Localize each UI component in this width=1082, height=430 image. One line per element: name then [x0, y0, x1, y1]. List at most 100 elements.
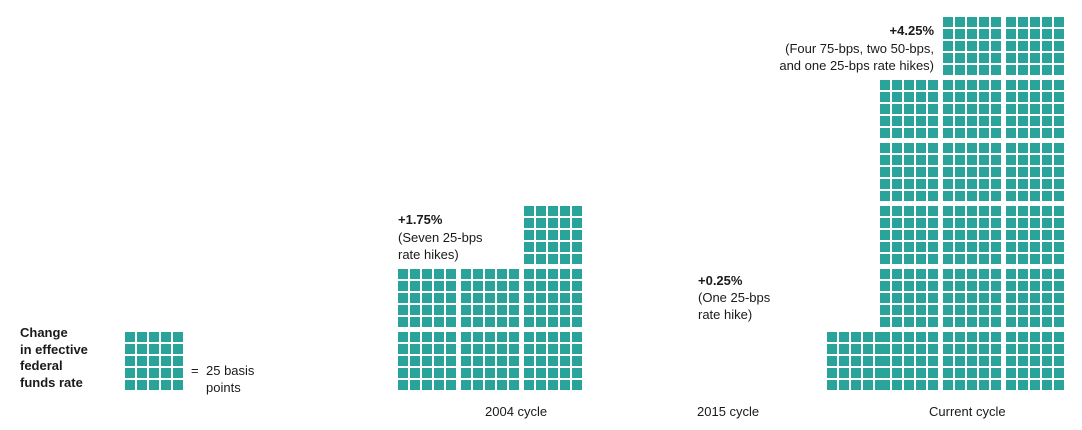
waffle-cell — [560, 230, 570, 240]
waffle-cell — [880, 380, 890, 390]
waffle-cell — [1018, 380, 1028, 390]
waffle-cell — [943, 368, 953, 378]
waffle-cell — [979, 92, 989, 102]
waffle-cell — [1042, 269, 1052, 279]
waffle-cell — [485, 293, 495, 303]
waffle-cell — [943, 305, 953, 315]
waffle-cell — [1030, 29, 1040, 39]
waffle-cell — [892, 380, 902, 390]
waffle-cell — [149, 380, 159, 390]
waffle-cell — [1018, 116, 1028, 126]
waffle-cell — [863, 344, 873, 354]
waffle-cell — [827, 344, 837, 354]
waffle-cell — [967, 143, 977, 153]
waffle-cell — [1030, 368, 1040, 378]
waffle-cell — [904, 242, 914, 252]
waffle-cell — [1018, 317, 1028, 327]
waffle-cell — [880, 80, 890, 90]
waffle-cell — [904, 254, 914, 264]
waffle-cell — [904, 218, 914, 228]
waffle-cell — [1054, 41, 1064, 51]
waffle-cell — [398, 332, 408, 342]
waffle-cell — [422, 368, 432, 378]
waffle-cell — [892, 155, 902, 165]
waffle-cell — [446, 356, 456, 366]
waffle-cell — [1042, 65, 1052, 75]
waffle-cell — [548, 206, 558, 216]
waffle-cell — [827, 356, 837, 366]
waffle-cell — [536, 269, 546, 279]
waffle-cell — [928, 191, 938, 201]
waffle-cell — [1042, 254, 1052, 264]
waffle-cell — [916, 293, 926, 303]
waffle-cell — [955, 269, 965, 279]
waffle-cell — [548, 230, 558, 240]
waffle-cell — [967, 380, 977, 390]
waffle-cell — [928, 281, 938, 291]
waffle-cell — [916, 206, 926, 216]
waffle-cell — [161, 332, 171, 342]
waffle-cell — [548, 344, 558, 354]
note-line-2015: rate hike) — [698, 307, 753, 322]
waffle-cell — [943, 332, 953, 342]
waffle-cell — [955, 218, 965, 228]
waffle-cell — [1018, 167, 1028, 177]
waffle-cell — [991, 206, 1001, 216]
waffle-cell — [446, 293, 456, 303]
waffle-cell — [1006, 254, 1016, 264]
waffle-cell — [1030, 104, 1040, 114]
waffle-cell — [536, 293, 546, 303]
waffle-cell — [892, 230, 902, 240]
waffle-cell — [928, 242, 938, 252]
waffle-cell — [461, 281, 471, 291]
waffle-cell — [863, 332, 873, 342]
waffle-cell — [149, 344, 159, 354]
waffle-cell — [1042, 17, 1052, 27]
waffle-cell — [1006, 230, 1016, 240]
legend-value-line: 25 basis — [206, 363, 255, 378]
waffle-cell — [173, 380, 183, 390]
waffle-cell — [149, 356, 159, 366]
waffle-cell — [524, 356, 534, 366]
waffle-cell — [979, 41, 989, 51]
waffle-cell — [904, 344, 914, 354]
waffle-cell — [943, 128, 953, 138]
waffle-cell — [548, 317, 558, 327]
waffle-cell — [422, 281, 432, 291]
waffle-cell — [422, 269, 432, 279]
waffle-cell — [979, 356, 989, 366]
waffle-cell — [955, 317, 965, 327]
waffle-cell — [943, 179, 953, 189]
waffle-cell — [1042, 92, 1052, 102]
waffle-cell — [524, 380, 534, 390]
waffle-cell — [943, 281, 953, 291]
legend-title-line: federal — [20, 358, 63, 373]
waffle-cell — [991, 167, 1001, 177]
waffle-cell — [928, 344, 938, 354]
waffle-cell — [1018, 41, 1028, 51]
waffle-cell — [916, 167, 926, 177]
waffle-cell — [943, 104, 953, 114]
waffle-cell — [1030, 206, 1040, 216]
waffle-cell — [892, 305, 902, 315]
waffle-cell — [955, 41, 965, 51]
waffle-cell — [1054, 254, 1064, 264]
waffle-cell — [943, 53, 953, 63]
waffle-cell — [916, 368, 926, 378]
waffle-cell — [137, 356, 147, 366]
waffle-cell — [548, 269, 558, 279]
waffle-cell — [1054, 53, 1064, 63]
waffle-cell — [1042, 281, 1052, 291]
waffle-cell — [880, 368, 890, 378]
waffle-cell — [446, 305, 456, 315]
waffle-cell — [1030, 155, 1040, 165]
waffle-cell — [955, 206, 965, 216]
waffle-cell — [880, 116, 890, 126]
waffle-cell — [967, 368, 977, 378]
waffle-cell — [560, 293, 570, 303]
waffle-cell — [497, 344, 507, 354]
waffle-cell — [410, 368, 420, 378]
waffle-cell — [1030, 293, 1040, 303]
waffle-cell — [827, 380, 837, 390]
